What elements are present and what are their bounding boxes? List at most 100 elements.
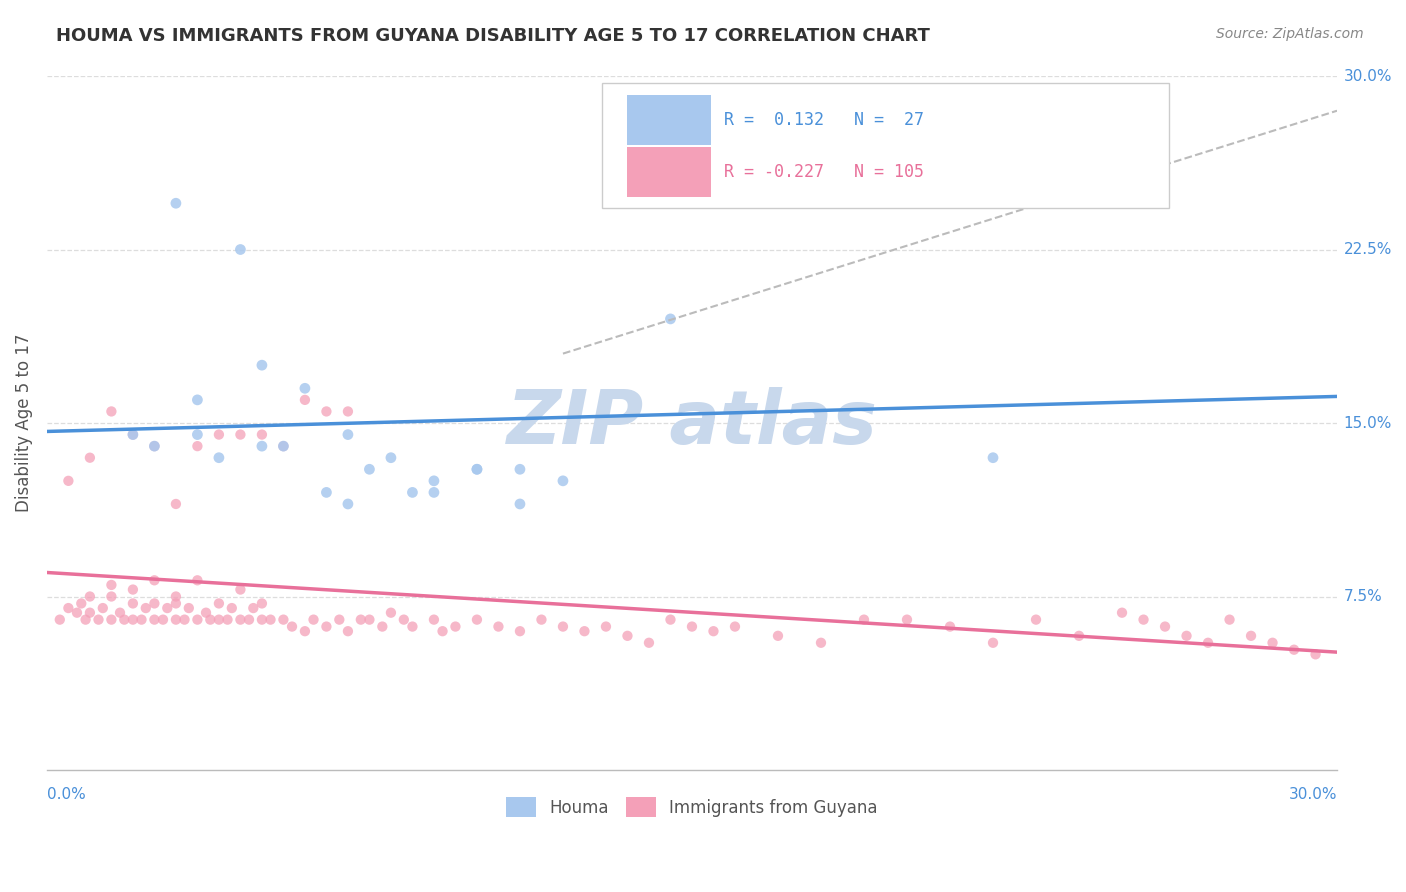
Point xyxy=(371,619,394,633)
Point xyxy=(1025,613,1047,627)
Point xyxy=(100,578,122,592)
Point xyxy=(79,450,101,465)
Point xyxy=(939,619,962,633)
Text: 15.0%: 15.0% xyxy=(1344,416,1392,431)
Point xyxy=(789,127,811,141)
Point xyxy=(186,427,208,442)
Point xyxy=(530,613,553,627)
Point xyxy=(681,619,703,633)
Point xyxy=(896,613,918,627)
Point xyxy=(551,619,574,633)
Point xyxy=(165,613,187,627)
Point xyxy=(186,574,208,588)
Point xyxy=(328,613,350,627)
Point xyxy=(488,619,510,633)
Point xyxy=(122,613,145,627)
Point xyxy=(273,439,295,453)
Point xyxy=(336,497,359,511)
Point xyxy=(336,624,359,639)
Point xyxy=(509,624,531,639)
Point xyxy=(273,613,295,627)
Point xyxy=(58,601,80,615)
Point xyxy=(1197,636,1219,650)
Point xyxy=(1132,613,1154,627)
Point xyxy=(273,439,295,453)
Point xyxy=(186,613,208,627)
Point xyxy=(217,613,239,627)
Point xyxy=(294,392,316,407)
Point xyxy=(165,590,187,604)
Point xyxy=(79,590,101,604)
Point xyxy=(108,606,131,620)
Point xyxy=(250,358,273,372)
Point xyxy=(208,613,231,627)
Point xyxy=(143,574,166,588)
Text: 0.0%: 0.0% xyxy=(46,788,86,802)
Point xyxy=(315,619,337,633)
Point xyxy=(574,624,596,639)
Point xyxy=(1305,648,1327,662)
Point xyxy=(229,243,252,257)
FancyBboxPatch shape xyxy=(627,147,711,197)
Point xyxy=(810,636,832,650)
Point xyxy=(401,485,423,500)
Point xyxy=(294,381,316,395)
Point xyxy=(423,474,446,488)
Text: 22.5%: 22.5% xyxy=(1344,242,1392,257)
Point xyxy=(122,582,145,597)
Point xyxy=(112,613,135,627)
Point xyxy=(659,312,682,326)
Point xyxy=(724,619,747,633)
Text: R = -0.227   N = 105: R = -0.227 N = 105 xyxy=(724,162,924,181)
Point xyxy=(229,613,252,627)
Point xyxy=(1111,606,1133,620)
Point xyxy=(49,613,72,627)
Point xyxy=(250,439,273,453)
FancyBboxPatch shape xyxy=(627,95,711,145)
Text: R =  0.132   N =  27: R = 0.132 N = 27 xyxy=(724,111,924,128)
Point xyxy=(229,582,252,597)
Point xyxy=(200,613,222,627)
Point xyxy=(250,597,273,611)
Point xyxy=(75,613,97,627)
Point xyxy=(165,497,187,511)
Point xyxy=(465,462,488,476)
Point xyxy=(91,601,114,615)
Point xyxy=(122,597,145,611)
Point xyxy=(359,613,381,627)
Point xyxy=(294,624,316,639)
Point xyxy=(423,613,446,627)
Point xyxy=(315,485,337,500)
Point xyxy=(551,474,574,488)
Point xyxy=(302,613,325,627)
Point xyxy=(208,450,231,465)
Point xyxy=(165,597,187,611)
Point xyxy=(336,427,359,442)
Point xyxy=(221,601,243,615)
Point xyxy=(58,474,80,488)
Point xyxy=(143,439,166,453)
Point xyxy=(100,590,122,604)
Point xyxy=(1067,629,1090,643)
Point xyxy=(465,462,488,476)
Y-axis label: Disability Age 5 to 17: Disability Age 5 to 17 xyxy=(15,334,32,512)
Point xyxy=(432,624,454,639)
Point xyxy=(122,427,145,442)
Point xyxy=(131,613,153,627)
Point xyxy=(981,636,1004,650)
Point xyxy=(1282,642,1305,657)
Legend: Houma, Immigrants from Guyana: Houma, Immigrants from Guyana xyxy=(499,790,884,824)
Point xyxy=(444,619,467,633)
Text: HOUMA VS IMMIGRANTS FROM GUYANA DISABILITY AGE 5 TO 17 CORRELATION CHART: HOUMA VS IMMIGRANTS FROM GUYANA DISABILI… xyxy=(56,27,931,45)
Point xyxy=(143,613,166,627)
Point xyxy=(87,613,110,627)
Point xyxy=(100,613,122,627)
Point xyxy=(1154,619,1177,633)
Point xyxy=(1175,629,1198,643)
Point xyxy=(100,404,122,418)
Point xyxy=(380,450,402,465)
Point xyxy=(177,601,200,615)
Point xyxy=(401,619,423,633)
Point xyxy=(195,606,218,620)
Point xyxy=(465,613,488,627)
